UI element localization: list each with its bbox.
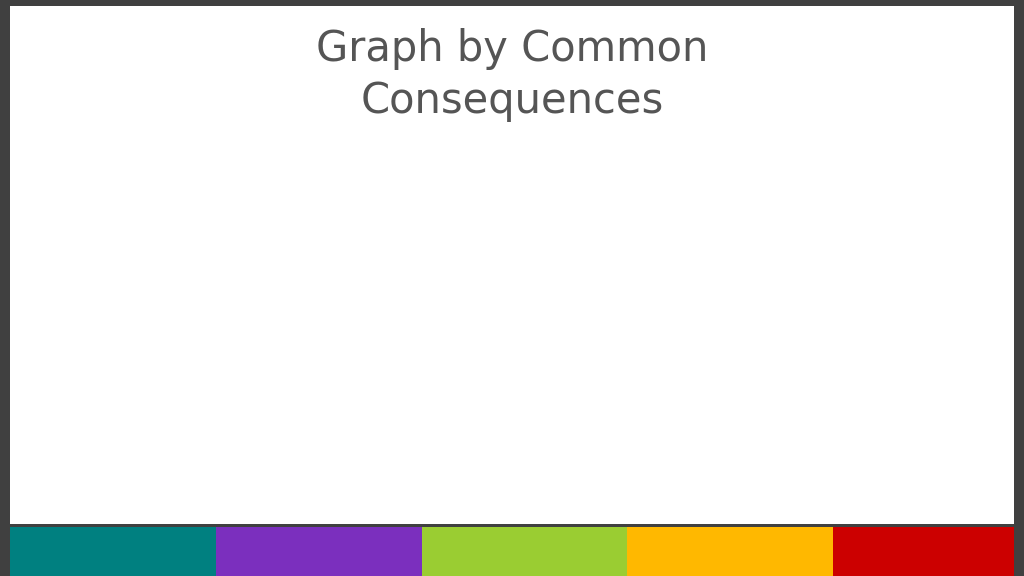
Text: 1: 1 bbox=[913, 434, 922, 448]
Bar bbox=[123, 99, 191, 472]
Text: 1: 1 bbox=[457, 434, 466, 448]
Bar bbox=[731, 454, 800, 472]
Bar bbox=[580, 286, 648, 472]
Bar bbox=[275, 211, 344, 472]
Bar bbox=[427, 454, 496, 472]
Text: Graph by Common
Consequences: Graph by Common Consequences bbox=[315, 28, 709, 122]
Text: 14: 14 bbox=[301, 192, 318, 206]
Text: 10: 10 bbox=[605, 266, 623, 280]
Text: 1: 1 bbox=[761, 434, 770, 448]
Text: 20: 20 bbox=[148, 79, 166, 94]
Bar bbox=[884, 454, 952, 472]
